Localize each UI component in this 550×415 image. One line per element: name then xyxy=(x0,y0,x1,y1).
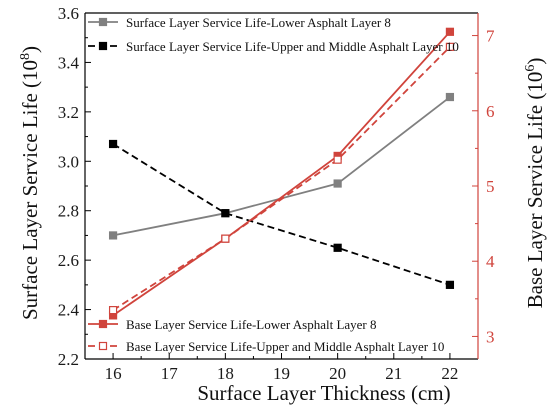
data-point xyxy=(333,243,342,252)
legend-item: Surface Layer Service Life-Lower Asphalt… xyxy=(88,15,391,30)
x-axis-title: Surface Layer Thickness (cm) xyxy=(197,381,450,405)
series-line xyxy=(112,96,451,237)
y-left-tick-label: 2.8 xyxy=(58,202,79,221)
data-point xyxy=(333,179,342,188)
data-point xyxy=(221,209,230,218)
legend-item: Base Layer Service Life-Upper and Middle… xyxy=(88,339,444,354)
x-tick-label: 19 xyxy=(273,364,290,383)
data-point xyxy=(333,155,342,164)
data-point xyxy=(108,139,118,149)
y-axis-left-title-exponent: 8 xyxy=(18,53,33,60)
data-point xyxy=(108,306,118,315)
legend-item: Base Layer Service Life-Lower Asphalt La… xyxy=(88,317,377,332)
legend-label: Base Layer Service Life-Lower Asphalt La… xyxy=(126,317,377,332)
series-1 xyxy=(108,92,455,240)
data-point xyxy=(108,231,118,240)
y-axis-left-title-text: Surface Layer Service Life (10 xyxy=(18,60,42,320)
y-left-tick-label: 2.2 xyxy=(58,350,79,369)
y-axis-right-title-close: ) xyxy=(523,58,547,65)
series-line xyxy=(112,31,451,317)
x-tick-label: 17 xyxy=(161,364,179,383)
y-right-tick-label: 7 xyxy=(486,27,495,46)
y-axis-left-title: Surface Layer Service Life (108) xyxy=(18,46,42,320)
y-right-tick-label: 3 xyxy=(486,327,495,346)
left-axis: 2.2 2.4 2.6 2.8 3.0 3.2 3.4 3.6 xyxy=(58,4,91,369)
legend: Surface Layer Service Life-Lower Asphalt… xyxy=(88,15,459,354)
legend-marker xyxy=(98,341,108,351)
y-axis-left-title-close: ) xyxy=(18,46,42,53)
series-2 xyxy=(108,139,455,289)
y-left-tick-label: 3.4 xyxy=(58,53,80,72)
x-tick-label: 16 xyxy=(105,364,122,383)
data-point xyxy=(445,92,455,102)
x-tick-label: 20 xyxy=(329,364,346,383)
series-line xyxy=(112,143,451,286)
x-tick-label: 18 xyxy=(217,364,234,383)
series-layer xyxy=(108,27,455,320)
legend-label: Base Layer Service Life-Upper and Middle… xyxy=(126,339,444,354)
y-left-tick-label: 3.2 xyxy=(58,103,79,122)
x-axis: 16 17 18 19 20 21 22 xyxy=(105,353,458,383)
data-point xyxy=(445,42,455,51)
data-point xyxy=(221,234,230,243)
y-left-tick-label: 2.6 xyxy=(58,251,79,270)
x-tick-label: 21 xyxy=(385,364,402,383)
series-4 xyxy=(108,42,455,315)
legend-marker xyxy=(98,17,108,27)
data-point xyxy=(445,27,455,36)
y-right-tick-label: 6 xyxy=(486,102,495,121)
legend-marker xyxy=(98,319,108,329)
y-right-tick-label: 4 xyxy=(486,252,495,271)
y-left-tick-label: 3.6 xyxy=(58,4,79,23)
legend-label: Surface Layer Service Life-Lower Asphalt… xyxy=(126,15,391,30)
y-axis-right-title: Base Layer Service Life (106) xyxy=(523,58,547,309)
x-tick-label: 22 xyxy=(441,364,458,383)
y-right-tick-label: 5 xyxy=(486,177,495,196)
right-axis: 3 4 5 6 7 xyxy=(472,27,495,346)
y-axis-right-title-exponent: 6 xyxy=(523,65,538,72)
legend-label: Surface Layer Service Life-Upper and Mid… xyxy=(126,39,459,54)
legend-marker xyxy=(98,41,108,51)
legend-item: Surface Layer Service Life-Upper and Mid… xyxy=(88,39,459,54)
data-point xyxy=(445,280,455,289)
y-left-tick-label: 3.0 xyxy=(58,152,79,171)
y-axis-right-title-text: Base Layer Service Life (10 xyxy=(523,72,547,309)
y-left-tick-label: 2.4 xyxy=(58,301,80,320)
series-line xyxy=(112,46,451,311)
